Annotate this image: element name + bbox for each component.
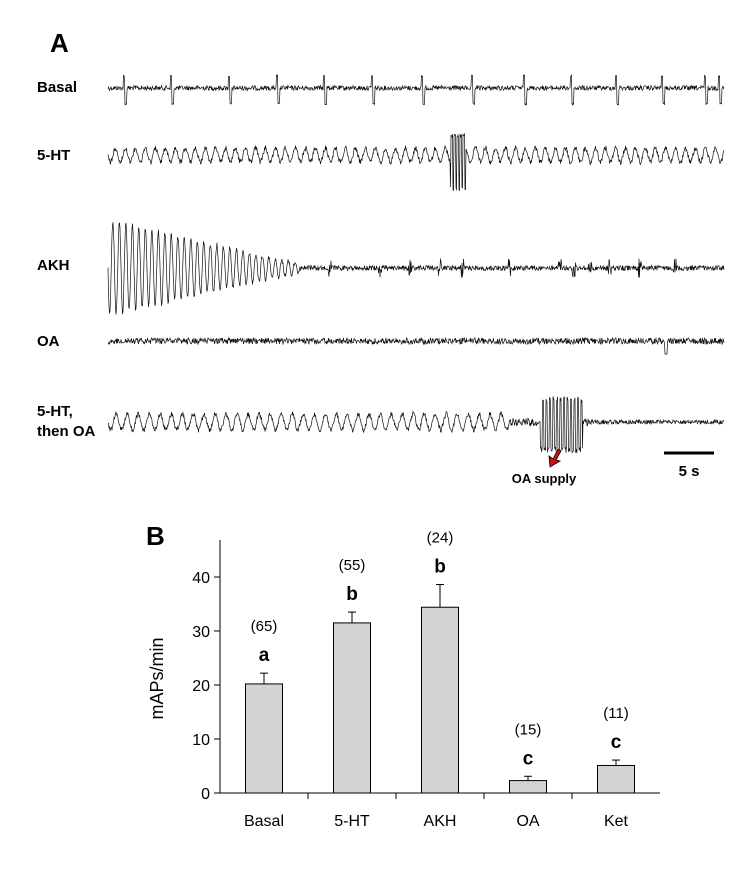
trace-akh: AKH (37, 222, 725, 315)
x-tick-label: Ket (604, 813, 629, 830)
sample-size-label: (65) (251, 618, 278, 635)
significance-label: a (259, 645, 270, 666)
trace-waveform (107, 73, 725, 106)
bar-5-ht (333, 622, 371, 794)
significance-label: b (346, 584, 358, 605)
significance-label: c (523, 748, 534, 769)
x-tick-label: Basal (244, 813, 284, 830)
bar-chart: 0 10 20 30 40 mAPs/min a (65) Basal b (55) 5-HT b (24… (147, 530, 660, 830)
trace-serotonin-then-oa: 5-HT, then OA (37, 396, 725, 454)
trace-serotonin: 5-HT (37, 133, 725, 192)
sample-size-label: (55) (339, 557, 366, 574)
trace-label: then OA (37, 423, 95, 440)
y-axis-title: mAPs/min (147, 637, 167, 719)
panel-letter-a: A (50, 28, 69, 58)
y-tick-label: 30 (192, 624, 210, 641)
panel-letter-b: B (146, 521, 165, 551)
trace-label: Basal (37, 79, 77, 96)
trace-label: AKH (37, 257, 70, 274)
x-tick-label: 5-HT (334, 813, 370, 830)
x-tick-label: OA (516, 813, 539, 830)
scale-bar-label: 5 s (679, 463, 700, 480)
sample-size-label: (24) (427, 530, 454, 547)
y-tick-label: 40 (192, 570, 210, 587)
arrow-shape (548, 448, 562, 468)
bar-ket (597, 764, 635, 794)
panel-b: B 0 10 20 30 40 mAPs/min a (65) Basal b (55) 5-HT b (… (146, 521, 660, 830)
trace-layer: Basal 5-HT AKH OA 5-HT, then OA (37, 73, 725, 454)
oa-supply-label: OA supply (512, 471, 577, 486)
significance-label: c (611, 732, 622, 753)
trace-oa: OA (37, 333, 725, 355)
trace-waveform (107, 133, 725, 192)
trace-basal: Basal (37, 73, 725, 106)
significance-label: b (434, 557, 446, 578)
trace-label: OA (37, 333, 60, 350)
trace-label: 5-HT, (37, 403, 73, 420)
sample-size-label: (11) (603, 705, 629, 722)
oa-supply-arrow (548, 448, 562, 468)
y-tick-label: 20 (192, 678, 210, 695)
sample-size-label: (15) (515, 721, 542, 738)
x-tick-label: AKH (424, 813, 457, 830)
y-tick-label: 10 (192, 732, 210, 749)
trace-label: 5-HT (37, 147, 70, 164)
y-tick-label: 0 (201, 786, 210, 803)
bar-akh (421, 606, 459, 794)
trace-waveform (107, 336, 725, 355)
bar-basal (245, 683, 283, 794)
trace-waveform (107, 396, 725, 454)
panel-a: A Basal 5-HT AKH OA 5-HT, then OA OA supply 5… (37, 28, 725, 486)
bar-oa (509, 780, 547, 794)
trace-waveform (107, 222, 725, 315)
